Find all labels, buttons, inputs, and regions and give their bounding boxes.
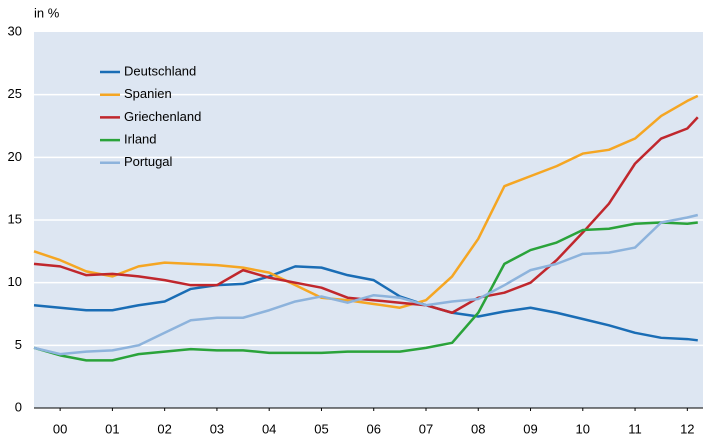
y-tick-label: 10 xyxy=(8,274,22,289)
legend-label: Griechenland xyxy=(124,109,201,124)
y-tick-label: 15 xyxy=(8,211,22,226)
legend-label: Irland xyxy=(124,132,157,147)
x-tick-label: 05 xyxy=(314,421,328,436)
series-line xyxy=(33,94,699,309)
series-line xyxy=(33,221,698,362)
x-tick-label: 09 xyxy=(523,421,537,436)
legend-label: Portugal xyxy=(124,154,173,169)
x-tick-label: 04 xyxy=(262,421,276,436)
x-tick-label: 00 xyxy=(53,421,67,436)
legend-label: Deutschland xyxy=(124,63,196,78)
y-axis-label: in % xyxy=(34,5,60,20)
y-tick-label: 25 xyxy=(8,86,22,101)
x-tick-label: 07 xyxy=(419,421,433,436)
x-tick-label: 12 xyxy=(680,421,694,436)
series-line xyxy=(33,116,699,314)
legend-label: Spanien xyxy=(124,86,172,101)
x-tick-label: 10 xyxy=(576,421,590,436)
y-tick-label: 20 xyxy=(8,149,22,164)
x-tick-label: 03 xyxy=(210,421,224,436)
x-tick-label: 08 xyxy=(471,421,485,436)
series-line xyxy=(33,265,698,342)
x-tick-label: 01 xyxy=(105,421,119,436)
x-tick-label: 11 xyxy=(628,421,642,436)
y-tick-label: 30 xyxy=(8,23,22,38)
series-line xyxy=(33,213,699,356)
y-tick-label: 0 xyxy=(15,399,22,414)
x-tick-label: 06 xyxy=(366,421,380,436)
x-tick-label: 02 xyxy=(157,421,171,436)
y-tick-label: 5 xyxy=(15,337,22,352)
